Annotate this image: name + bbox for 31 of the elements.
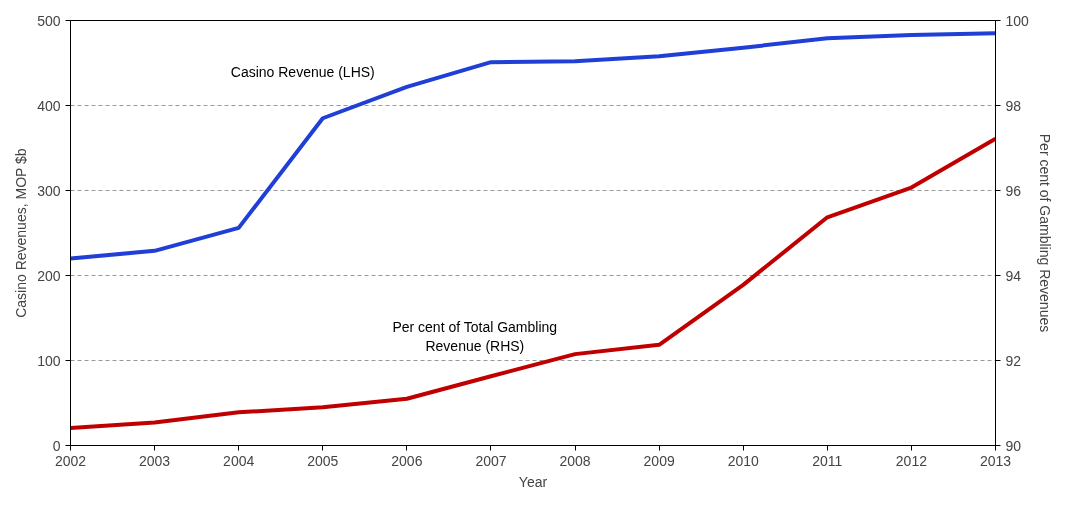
y2-tick-label: 90: [1005, 437, 1022, 454]
x-tick-label: 2002: [54, 452, 87, 469]
x-tick-label: 2008: [559, 452, 591, 469]
y2-tick-label: 92: [1005, 352, 1022, 369]
series-label: Casino Revenue (LHS): [230, 64, 375, 81]
y2-tick-label: 100: [1005, 12, 1030, 29]
y-tick-label: 500: [37, 12, 61, 29]
series-label: Per cent of Total Gambling Revenue (RHS): [392, 319, 558, 355]
y2-tick-label: 98: [1005, 97, 1022, 114]
y-tick-label: 100: [37, 352, 61, 369]
y-tick-label: 300: [37, 182, 61, 199]
y2-tick-label: 96: [1005, 182, 1022, 199]
line-series: [70, 136, 996, 431]
y-axis-title: Casino Revenues, MOP $b: [13, 148, 30, 318]
x-tick-label: 2009: [643, 452, 675, 469]
x-tick-label: 2007: [475, 452, 507, 469]
x-tick-label: 2005: [307, 452, 339, 469]
line-series: [70, 31, 996, 261]
y-tick-label: 400: [37, 97, 61, 114]
x-tick-label: 2011: [812, 452, 843, 469]
x-tick-label: 2004: [223, 452, 255, 469]
x-tick-label: 2012: [895, 452, 928, 469]
x-tick-label: 2010: [727, 452, 760, 469]
x-tick-label: 2006: [391, 452, 423, 469]
x-axis-title: Year: [518, 473, 548, 490]
x-tick-label: 2003: [139, 452, 171, 469]
y2-axis-title: Per cent of Gambling Revenues: [1036, 133, 1053, 333]
y2-tick-label: 94: [1005, 267, 1022, 284]
x-tick-label: 2013: [979, 452, 1012, 469]
y-tick-label: 200: [37, 267, 61, 284]
y-tick-label: 0: [52, 437, 61, 454]
